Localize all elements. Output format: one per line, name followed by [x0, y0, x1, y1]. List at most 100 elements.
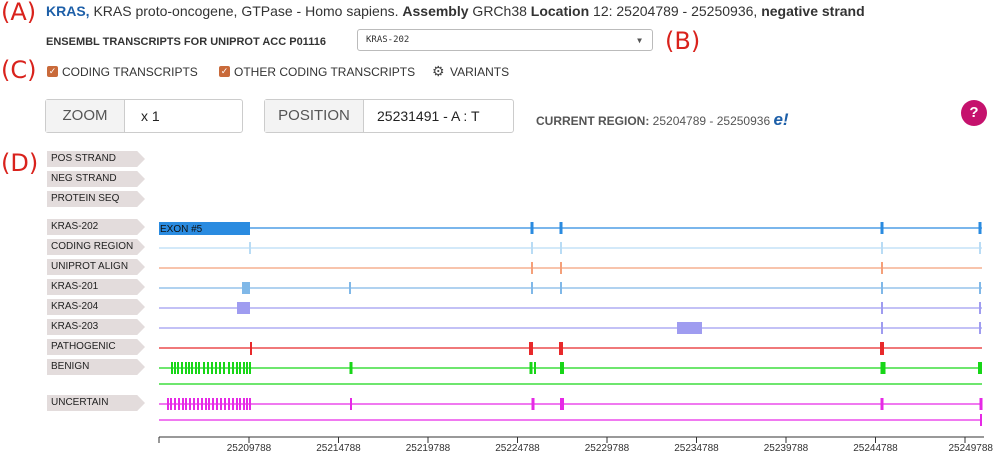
transcript-select[interactable]: KRAS-202 ▼ [357, 29, 653, 51]
track-label-neg-strand[interactable]: NEG STRAND [47, 171, 145, 187]
zoom-value[interactable]: x 1 [141, 108, 160, 124]
current-region-value: 25204789 - 25250936 [649, 114, 774, 128]
position-control: POSITION 25231491 - A : T [264, 99, 514, 133]
benign-variant [243, 362, 245, 374]
kras203-exon [677, 322, 702, 334]
exon-5-block [159, 222, 250, 235]
uncertain-variant [167, 398, 169, 410]
strand-label: negative strand [761, 3, 865, 19]
uncertain-variant [185, 398, 187, 410]
coding-region-mark [560, 242, 562, 254]
benign-variant [203, 362, 205, 374]
kras201-exon [979, 282, 981, 294]
uncertain-variant [208, 398, 210, 410]
benign-variant [171, 362, 173, 374]
track-label-kras-201[interactable]: KRAS-201 [47, 279, 145, 295]
uncertain-variant [531, 398, 535, 410]
zoom-label: ZOOM [46, 100, 125, 132]
track-label-kras-204[interactable]: KRAS-204 [47, 299, 145, 315]
track-label-kras-202[interactable]: KRAS-202 [47, 219, 145, 235]
uncertain-variant [170, 398, 172, 410]
benign-variant [249, 362, 251, 374]
chevron-down-icon: ▼ [637, 36, 642, 45]
zoom-control: ZOOM x 1 [45, 99, 243, 133]
uncertain-variant [239, 398, 241, 410]
coding-transcripts-label[interactable]: CODING TRANSCRIPTS [62, 65, 198, 79]
uncertain-variant [224, 398, 226, 410]
benign-variant [228, 362, 230, 374]
uncertain-variant [193, 398, 195, 410]
coding-transcripts-checkbox[interactable]: ✓ [47, 66, 58, 77]
kras202-exon [530, 222, 534, 234]
gene-symbol-link[interactable]: KRAS, [46, 3, 90, 19]
axis-tick-label: 25214788 [316, 443, 361, 454]
other-coding-transcripts-label[interactable]: OTHER CODING TRANSCRIPTS [234, 65, 416, 79]
benign-variant [223, 362, 225, 374]
track-label-kras-203[interactable]: KRAS-203 [47, 319, 145, 335]
transcripts-label: ENSEMBL TRANSCRIPTS FOR UNIPROT ACC P011… [46, 36, 326, 48]
track-label-protein-seq[interactable]: PROTEIN SEQ [47, 191, 145, 207]
axis-tick-label: 25229788 [585, 443, 630, 454]
uniprot-align-mark [560, 262, 562, 274]
assembly-label: Assembly [402, 3, 469, 19]
uncertain-variant [880, 398, 884, 410]
benign-variant [174, 362, 176, 374]
benign-variant [207, 362, 209, 374]
benign-variant [978, 362, 982, 374]
benign-variant [211, 362, 213, 374]
current-region-label: CURRENT REGION: [536, 114, 650, 128]
uncertain-variant [212, 398, 214, 410]
uncertain-variant [560, 398, 564, 410]
kras201-exon [531, 282, 533, 294]
track-label-benign[interactable]: BENIGN [47, 359, 145, 375]
coding-region-mark [531, 242, 533, 254]
kras203-exon [881, 322, 883, 334]
assembly-value: GRCh38 [468, 3, 531, 19]
kras202-exon [978, 222, 982, 234]
benign-variant [177, 362, 179, 374]
panel-label-c: (C) [1, 56, 37, 84]
kras204-exon [237, 302, 250, 314]
gear-icon[interactable]: ⚙ [432, 63, 445, 79]
panel-label-b: (B) [665, 27, 701, 55]
position-value[interactable]: 25231491 - A : T [377, 108, 480, 124]
coding-region-mark [979, 242, 981, 254]
track-label-coding-region[interactable]: CODING REGION [47, 239, 145, 255]
other-coding-transcripts-checkbox[interactable]: ✓ [219, 66, 230, 77]
axis-tick-label: 25219788 [406, 443, 451, 454]
uncertain-variant [980, 414, 982, 426]
variants-toggle[interactable]: VARIANTS [450, 65, 510, 79]
benign-variant [191, 362, 193, 374]
kras204-exon [979, 302, 981, 314]
benign-variant [188, 362, 190, 374]
current-region: CURRENT REGION: 25204789 - 25250936 e! [536, 110, 789, 130]
track-label-uncertain[interactable]: UNCERTAIN [47, 395, 145, 411]
benign-variant [880, 362, 886, 374]
gene-header: KRAS, KRAS proto-oncogene, GTPase - Homo… [46, 3, 865, 19]
benign-variant [195, 362, 197, 374]
kras202-exon [880, 222, 884, 234]
location-value: 12: 25204789 - 25250936, [589, 3, 762, 19]
track-label-uniprot-align[interactable]: UNIPROT ALIGN [47, 259, 145, 275]
uncertain-variant [220, 398, 222, 410]
ensembl-logo-icon[interactable]: e! [773, 110, 789, 129]
kras201-exon [349, 282, 351, 294]
axis-tick-label: 25244788 [853, 443, 898, 454]
benign-variant [198, 362, 200, 374]
uncertain-variant [197, 398, 199, 410]
kras201-exon [242, 282, 250, 294]
benign-variant [181, 362, 183, 374]
help-button[interactable]: ? [961, 100, 987, 126]
uncertain-variant [216, 398, 218, 410]
uncertain-variant [243, 398, 245, 410]
coding-region-mark [881, 242, 883, 254]
panel-label-d: (D) [1, 149, 39, 177]
uniprot-align-mark [881, 262, 883, 274]
pathogenic-variant [250, 342, 252, 355]
track-label-pos-strand[interactable]: POS STRAND [47, 151, 145, 167]
uncertain-variant [246, 398, 248, 410]
uncertain-variant [979, 398, 983, 410]
track-label-pathogenic[interactable]: PATHOGENIC [47, 339, 145, 355]
pathogenic-variant [529, 342, 533, 355]
